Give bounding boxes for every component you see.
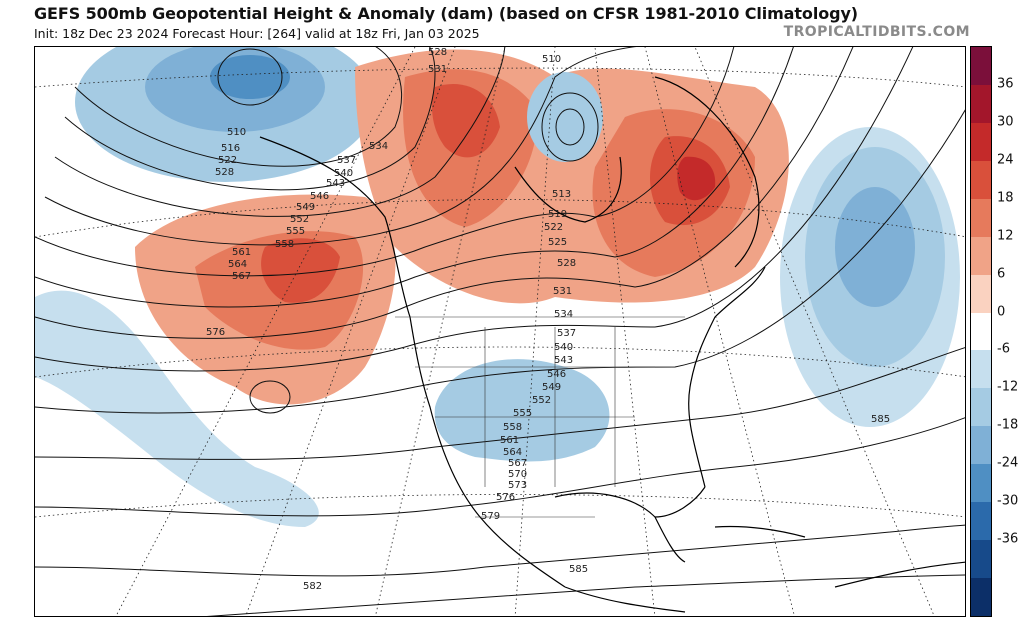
contour-label: 537 — [557, 328, 576, 339]
colorbar-segment — [971, 540, 991, 579]
gulf-coast — [554, 486, 706, 518]
contour-label: 540 — [554, 342, 573, 353]
colorbar-tick-label: 12 — [997, 228, 1014, 244]
colorbar-segment — [971, 47, 991, 86]
negative-anomaly-pacific — [35, 290, 319, 527]
contour-label: 528 — [215, 167, 234, 178]
contour-label: 552 — [290, 214, 309, 225]
contour-label: 558 — [503, 422, 522, 433]
contour-label: 555 — [513, 408, 532, 419]
hudson-bay-coast — [514, 156, 622, 223]
brand-watermark: TROPICALTIDBITS.COM — [783, 24, 970, 40]
contour-label: 528 — [557, 258, 576, 269]
contour-label: 510 — [542, 54, 561, 65]
contour-label: 573 — [508, 480, 527, 491]
contour-label: 567 — [508, 458, 527, 469]
colorbar-tick-label: 30 — [997, 114, 1014, 130]
colorbar-segment — [971, 236, 991, 276]
colorbar-tick-label: 6 — [997, 266, 1006, 282]
contour-label: 552 — [532, 395, 551, 406]
colorbar-tick-label: -30 — [997, 493, 1019, 509]
contour-labels: 510 516 522 528 531 528 510 534 537 540 … — [206, 47, 890, 592]
colorbar-segment — [971, 274, 991, 314]
contour-label: 576 — [496, 492, 515, 503]
colorbar-segment — [971, 502, 991, 541]
map-panel: 510 516 522 528 531 528 510 534 537 540 … — [34, 46, 966, 617]
negative-anomaly-hudson — [527, 72, 603, 162]
contour-label: 561 — [232, 247, 251, 258]
colorbar-segment — [971, 84, 991, 124]
colorbar-tick-label: -18 — [997, 417, 1019, 433]
contour-label: 558 — [275, 239, 294, 250]
contour-label: 564 — [503, 447, 522, 458]
greenland-coast — [654, 76, 760, 268]
height-contours — [35, 47, 965, 616]
contour-label: 510 — [227, 127, 246, 138]
contour-label: 522 — [218, 155, 237, 166]
colorbar-segment — [971, 160, 991, 200]
colorbar-tick-label: -24 — [997, 455, 1019, 471]
chart-subtitle: Init: 18z Dec 23 2024 Forecast Hour: [26… — [34, 26, 480, 41]
colorbar-segment — [971, 312, 991, 351]
contour-label: 543 — [554, 355, 573, 366]
contour-label: 576 — [206, 327, 225, 338]
contour-label: 528 — [428, 47, 447, 58]
contour-label: 522 — [544, 222, 563, 233]
contour-label: 525 — [548, 237, 567, 248]
negative-anomaly-central-us — [434, 359, 610, 462]
contour-label: 531 — [553, 286, 572, 297]
contour-label: 519 — [548, 209, 567, 220]
colorbar-segment — [971, 426, 991, 465]
contour-label: 537 — [337, 155, 356, 166]
contour-label: 564 — [228, 259, 247, 270]
colorbar-segment — [971, 578, 991, 617]
colorbar-segment — [971, 350, 991, 389]
contour-label: 540 — [334, 168, 353, 179]
colorbar-tick-label: -12 — [997, 379, 1019, 395]
contour-label: 546 — [310, 191, 329, 202]
colorbar-tick-label: 18 — [997, 190, 1014, 206]
cuba-coast — [714, 525, 806, 538]
colorbar-tick-label: 24 — [997, 152, 1014, 168]
colorbar-segment — [971, 388, 991, 427]
anomaly-colorbar — [970, 46, 992, 617]
contour-label: 546 — [547, 369, 566, 380]
contour-label: 534 — [554, 309, 573, 320]
colorbar-segment — [971, 464, 991, 503]
contour-label: 513 — [552, 189, 571, 200]
anomaly-shading — [35, 47, 960, 527]
coastlines — [259, 76, 965, 613]
south-america-coast — [834, 561, 965, 588]
colorbar-tick-label: -36 — [997, 531, 1019, 547]
graticule — [35, 47, 965, 616]
contour-label: 561 — [500, 435, 519, 446]
contour-label: 567 — [232, 271, 251, 282]
contour-label: 582 — [303, 581, 322, 592]
chart-title: GEFS 500mb Geopotential Height & Anomaly… — [34, 4, 858, 23]
colorbar-segment — [971, 122, 991, 162]
contour-label: 555 — [286, 226, 305, 237]
political-borders — [395, 316, 685, 518]
colorbar-tick-label: 36 — [997, 76, 1014, 92]
contour-label: 570 — [508, 469, 527, 480]
contour-label: 549 — [542, 382, 561, 393]
contour-label: 585 — [871, 414, 890, 425]
colorbar-tick-label: 0 — [997, 304, 1006, 320]
central-america-coast — [564, 586, 686, 613]
contour-label: 543 — [326, 178, 345, 189]
contour-label: 579 — [481, 511, 500, 522]
contour-label: 585 — [569, 564, 588, 575]
florida-coast — [654, 516, 686, 563]
atlantic-coast — [688, 266, 766, 488]
contour-label: 516 — [221, 143, 240, 154]
contour-label: 549 — [296, 202, 315, 213]
map-canvas: 510 516 522 528 531 528 510 534 537 540 … — [35, 47, 965, 616]
colorbar-segment — [971, 198, 991, 238]
contour-label: 534 — [369, 141, 388, 152]
contour-label: 531 — [428, 64, 447, 75]
colorbar-tick-label: -6 — [997, 341, 1010, 357]
pacific-coast — [259, 136, 566, 588]
